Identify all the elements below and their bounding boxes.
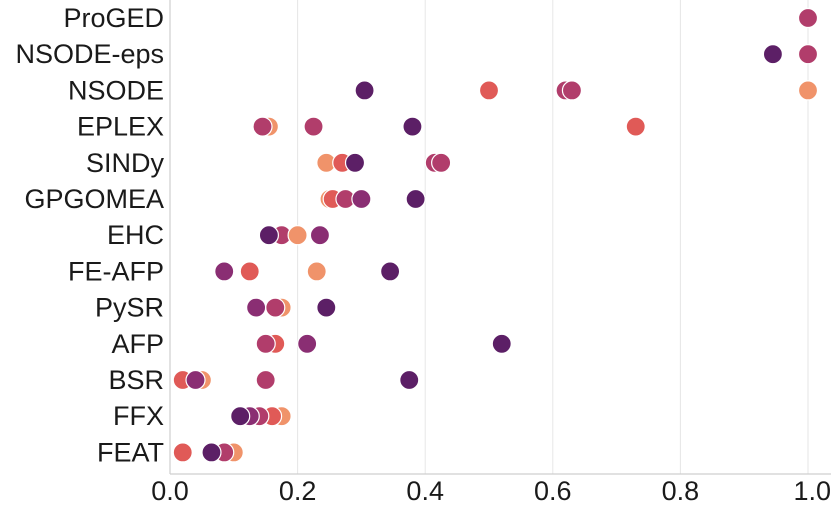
data-point (797, 44, 819, 65)
x-tick-label: 0.0 (151, 476, 189, 506)
x-tick-label: 0.2 (279, 476, 317, 506)
data-point (405, 188, 426, 210)
data-point (255, 369, 276, 391)
data-point (625, 116, 646, 137)
data-point (255, 333, 276, 354)
data-point (431, 152, 452, 173)
data-point (316, 297, 337, 318)
y-tick-label: FEAT (97, 437, 164, 467)
y-tick-label: PySR (95, 293, 164, 323)
data-point (354, 80, 375, 101)
x-tick-label: 0.8 (662, 476, 700, 506)
axes (169, 0, 831, 475)
data-point (797, 80, 819, 101)
y-tick-label: NSODE-eps (15, 39, 164, 69)
data-point (172, 442, 193, 463)
data-point (491, 333, 512, 354)
y-tick-labels: ProGED NSODE-eps NSODE EPLEX SINDy GPGOMEA EHC… (15, 3, 164, 467)
y-tick-label: EPLEX (77, 112, 164, 142)
data-point (265, 297, 286, 318)
y-tick-label: AFP (111, 329, 164, 359)
y-tick-label: FFX (113, 401, 164, 431)
data-point (380, 261, 401, 282)
data-point (478, 80, 500, 101)
y-tick-label: FE-AFP (68, 256, 164, 286)
y-tick-label: ProGED (63, 3, 164, 33)
x-tick-label: 0.6 (534, 476, 572, 506)
y-tick-label: GPGOMEA (24, 184, 164, 214)
data-point (287, 225, 308, 246)
data-point (239, 261, 260, 282)
data-point (351, 188, 372, 210)
data-points (172, 7, 819, 463)
y-tick-label: BSR (108, 365, 164, 395)
data-point (201, 442, 222, 463)
x-tick-labels: 0.0 0.2 0.4 0.6 0.8 1.0 (151, 476, 831, 506)
y-tick-label: EHC (107, 220, 164, 250)
x-tick-label: 0.4 (406, 476, 444, 506)
data-point (252, 116, 273, 137)
y-tick-label: SINDy (86, 148, 165, 178)
data-point (762, 44, 784, 65)
data-point (561, 80, 583, 101)
data-point (306, 261, 327, 282)
data-point (246, 297, 267, 318)
data-point (402, 116, 423, 137)
data-point (399, 369, 420, 391)
data-point (230, 406, 251, 427)
data-point (258, 225, 279, 246)
x-tick-label: 1.0 (793, 476, 831, 506)
data-point (214, 261, 235, 282)
data-point (185, 369, 206, 391)
data-point (344, 152, 366, 173)
y-tick-label: NSODE (68, 75, 164, 105)
data-point (309, 225, 331, 246)
data-point (297, 333, 318, 354)
data-point (303, 116, 324, 137)
data-point (797, 7, 819, 29)
